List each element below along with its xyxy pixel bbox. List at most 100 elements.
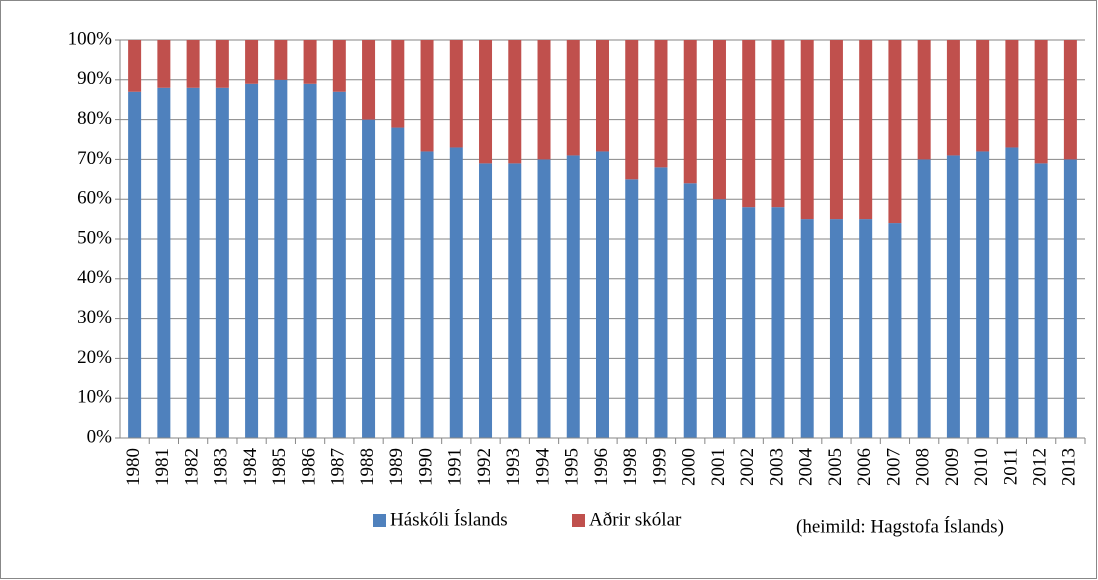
x-tick-label: 1987 [328, 448, 349, 486]
bar-segment [186, 40, 200, 88]
x-tick-label: 1988 [357, 448, 378, 486]
bar-segment [391, 127, 405, 438]
bar-segment [625, 179, 639, 439]
x-tick-label: 1993 [503, 448, 524, 486]
x-tick-label: 1999 [649, 448, 670, 486]
x-tick-label: 1990 [415, 448, 436, 486]
bar-segment [186, 87, 200, 438]
legend-label: Aðrir skólar [589, 509, 682, 530]
bar-segment [215, 87, 229, 438]
bar-segment [976, 151, 990, 438]
annotation: (heimild: Hagstofa Íslands) [796, 515, 1004, 537]
y-tick-label: 40% [77, 267, 112, 288]
bar-segment [157, 40, 171, 88]
y-tick-label: 30% [77, 307, 112, 328]
x-tick-label: 1995 [562, 448, 583, 486]
bar-segment [245, 83, 259, 438]
bar-segment [303, 83, 317, 438]
bar-segment [245, 40, 259, 84]
bar-segment [1034, 40, 1048, 164]
bar-segment [742, 207, 756, 438]
bar-segment [303, 40, 317, 84]
bar-segment [917, 159, 931, 438]
y-tick-label: 80% [77, 108, 112, 129]
bar-segment [1005, 147, 1019, 438]
x-tick-label: 1998 [620, 448, 641, 486]
bar-segment [859, 219, 873, 438]
bar-segment [800, 219, 814, 438]
x-tick-label: 1983 [211, 448, 232, 486]
bar-segment [537, 159, 551, 438]
bar-segment [712, 40, 726, 200]
x-tick-label: 1991 [445, 448, 466, 486]
x-tick-label: 2006 [854, 448, 875, 486]
x-tick-label: 2012 [1029, 448, 1050, 486]
bar-segment [420, 151, 434, 438]
x-tick-label: 2002 [737, 448, 758, 486]
bar-segment [332, 40, 346, 92]
bar-segment [625, 40, 639, 180]
bar-segment [946, 40, 960, 156]
bar-segment [829, 219, 843, 438]
x-tick-label: 2013 [1059, 448, 1080, 486]
y-tick-label: 100% [68, 28, 113, 49]
bar-segment [566, 155, 580, 439]
bar-segment [362, 40, 376, 120]
x-tick-label: 1982 [181, 448, 202, 486]
bar-segment [946, 155, 960, 439]
x-tick-label: 2001 [708, 448, 729, 486]
x-tick-label: 2009 [942, 448, 963, 486]
bar-segment [1063, 40, 1077, 160]
x-tick-label: 1981 [152, 448, 173, 486]
bar-segment [596, 40, 609, 152]
bar-segment [683, 183, 697, 438]
x-tick-label: 1984 [240, 448, 261, 487]
bar-segment [128, 91, 142, 439]
x-tick-label: 1994 [532, 448, 553, 487]
bar-segment [771, 207, 785, 438]
bar-segment [157, 87, 171, 438]
x-tick-label: 2010 [971, 448, 992, 486]
x-tick-label: 1992 [474, 448, 495, 486]
y-tick-label: 10% [77, 387, 112, 408]
bar-segment [1005, 40, 1019, 148]
legend-swatch [572, 514, 585, 527]
x-tick-label: 2008 [913, 448, 934, 486]
y-tick-label: 50% [77, 227, 112, 248]
bar-segment [479, 163, 493, 438]
bar-segment [1034, 163, 1048, 438]
x-tick-label: 2005 [825, 448, 846, 486]
bar-segment [800, 40, 814, 220]
x-tick-label: 2007 [883, 448, 904, 486]
bar-segment [420, 40, 434, 152]
y-tick-label: 20% [77, 347, 112, 368]
y-tick-label: 70% [77, 148, 112, 169]
bar-segment [1063, 159, 1077, 438]
bar-segment [449, 40, 463, 148]
bar-segment [391, 40, 405, 128]
x-tick-label: 1996 [591, 448, 612, 486]
x-tick-label: 1986 [298, 448, 319, 486]
bar-segment [274, 79, 288, 439]
bar-segment [888, 40, 902, 224]
y-tick-label: 60% [77, 188, 112, 209]
x-tick-label: 2000 [679, 448, 700, 486]
bar-segment [566, 40, 580, 156]
x-tick-label: 1985 [269, 448, 290, 486]
bar-segment [771, 40, 785, 208]
bar-segment [917, 40, 931, 160]
x-tick-label: 2003 [766, 448, 787, 486]
bar-segment [449, 147, 463, 438]
bar-segment [537, 40, 551, 160]
bar-segment [362, 119, 376, 438]
bar-segment [712, 199, 726, 438]
x-tick-label: 1989 [386, 448, 407, 486]
legend-swatch [373, 514, 386, 527]
bar-segment [508, 40, 522, 164]
y-tick-label: 90% [77, 68, 112, 89]
bar-segment [888, 223, 902, 438]
bar-segment [128, 40, 142, 92]
legend-label: Háskóli Íslands [390, 508, 508, 530]
bar-segment [274, 40, 288, 80]
